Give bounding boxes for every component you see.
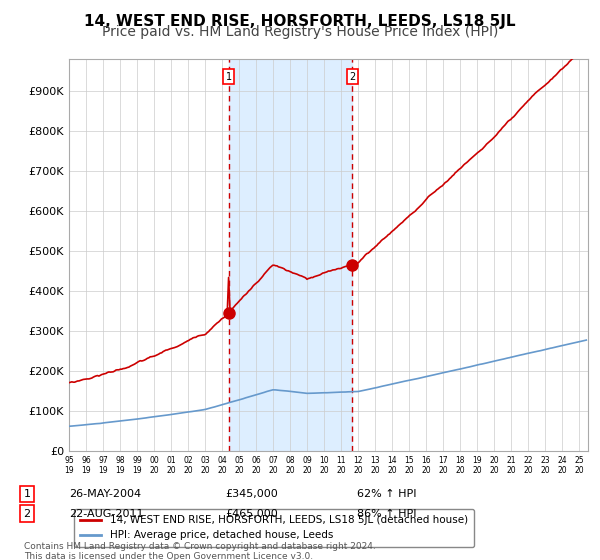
Text: 14, WEST END RISE, HORSFORTH, LEEDS, LS18 5JL: 14, WEST END RISE, HORSFORTH, LEEDS, LS1… [84, 14, 516, 29]
Text: 2: 2 [349, 72, 355, 82]
Text: Contains HM Land Registry data © Crown copyright and database right 2024.
This d: Contains HM Land Registry data © Crown c… [24, 542, 376, 560]
Text: 2: 2 [23, 508, 31, 519]
Text: 62% ↑ HPI: 62% ↑ HPI [357, 489, 416, 499]
Text: Price paid vs. HM Land Registry's House Price Index (HPI): Price paid vs. HM Land Registry's House … [102, 25, 498, 39]
Text: £345,000: £345,000 [225, 489, 278, 499]
Bar [229, 59, 352, 451]
Text: 26-MAY-2004: 26-MAY-2004 [69, 489, 141, 499]
Text: 1: 1 [226, 72, 232, 82]
Text: 86% ↑ HPI: 86% ↑ HPI [357, 508, 416, 519]
Text: 1: 1 [23, 489, 31, 499]
Legend: 14, WEST END RISE, HORSFORTH, LEEDS, LS18 5JL (detached house), HPI: Average pri: 14, WEST END RISE, HORSFORTH, LEEDS, LS1… [74, 509, 474, 547]
Text: 22-AUG-2011: 22-AUG-2011 [69, 508, 143, 519]
Text: £465,000: £465,000 [225, 508, 278, 519]
